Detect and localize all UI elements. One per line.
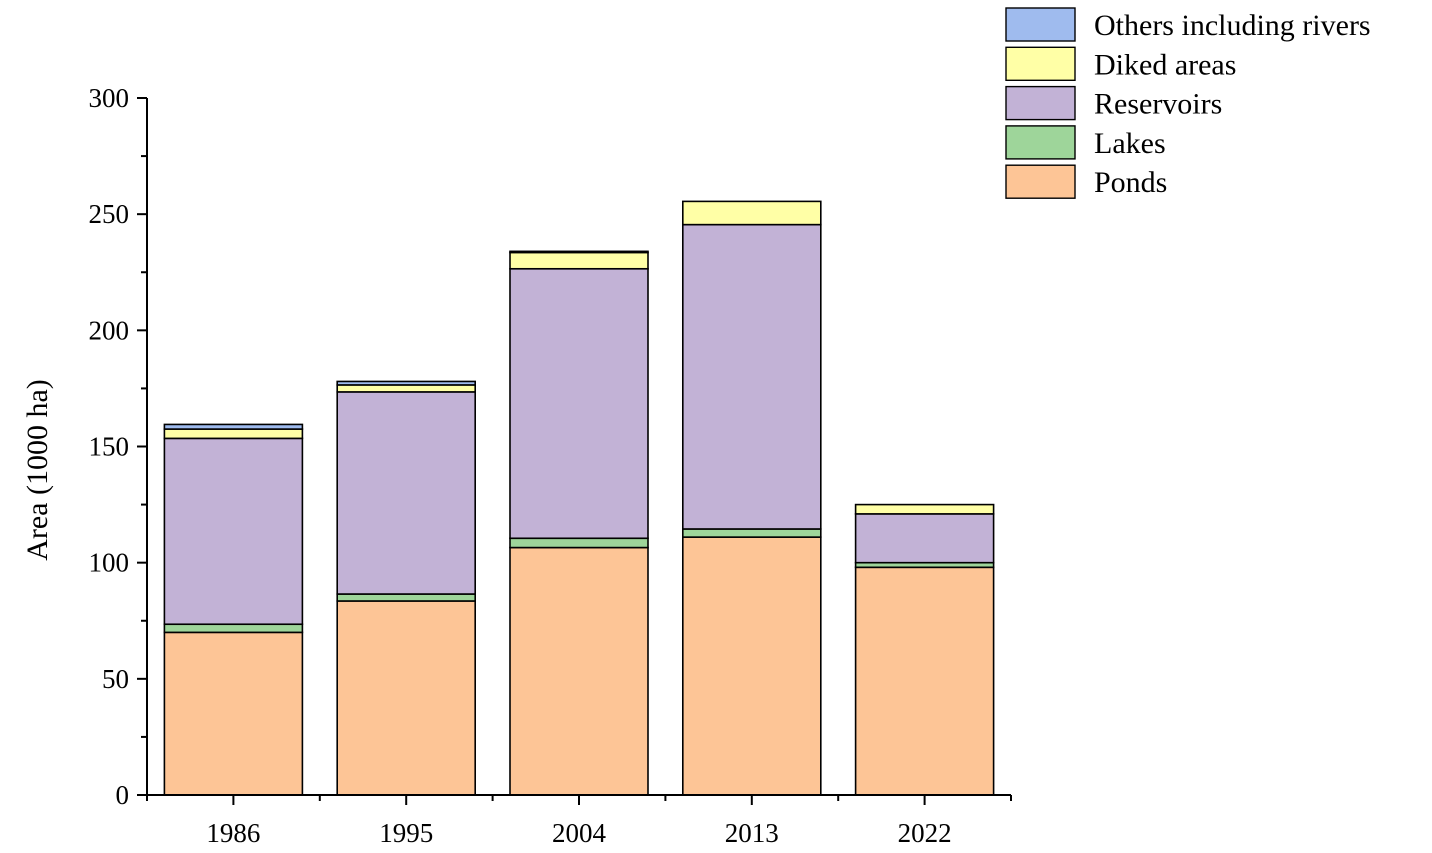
bar-2013-reservoirs <box>681 223 822 530</box>
x-tick-label-2022: 2022 <box>898 818 952 848</box>
x-tick-label-1995: 1995 <box>379 818 433 848</box>
y-tick-label: 50 <box>102 664 129 694</box>
bar-2013-lakes <box>681 528 822 538</box>
bar-2022-reservoirs <box>854 513 995 564</box>
legend-label-lakes: Lakes <box>1094 127 1166 160</box>
legend-swatch-lakes <box>1005 125 1076 160</box>
legend: Others including rivers Diked areas Reserv… <box>1005 7 1371 199</box>
y-tick-label: 200 <box>89 315 130 345</box>
bar-1995-others-including-rivers <box>336 380 477 386</box>
bar-2013-ponds <box>681 536 822 796</box>
legend-label-diked-areas: Diked areas <box>1094 48 1236 81</box>
y-tick-label: 100 <box>89 548 130 578</box>
bar-2004-reservoirs <box>509 267 649 540</box>
bar-1995-ponds <box>336 600 477 796</box>
bar-1995-reservoirs <box>336 391 477 595</box>
legend-label-ponds: Ponds <box>1094 166 1167 199</box>
legend-swatch-others-including-rivers <box>1005 7 1076 42</box>
y-tick-label: 0 <box>116 780 130 810</box>
legend-label-others-including-rivers: Others including rivers <box>1094 9 1371 42</box>
bar-2004-ponds <box>509 546 649 796</box>
y-tick-label: 250 <box>89 199 130 229</box>
bar-1986-reservoirs <box>163 437 304 626</box>
y-tick-label: 300 <box>89 83 130 113</box>
bar-2022-diked-areas <box>854 503 995 515</box>
legend-swatch-diked-areas <box>1005 46 1076 81</box>
bar-2004-lakes <box>509 537 649 549</box>
legend-label-reservoirs: Reservoirs <box>1094 88 1222 121</box>
x-tick-label-2013: 2013 <box>725 818 779 848</box>
bar-1995-diked-areas <box>336 384 477 393</box>
legend-swatch-reservoirs <box>1005 85 1076 121</box>
x-tick-label-1986: 1986 <box>206 818 260 848</box>
y-axis-title: Area (1000 ha) <box>21 379 54 561</box>
axes-layer: 0 50 100 150 200 250 300 1986 1995 2004 2013 2022 <box>89 83 1012 848</box>
bar-2004-others-including-rivers <box>509 250 649 254</box>
x-tick-label-2004: 2004 <box>552 818 607 848</box>
legend-swatch-ponds <box>1005 164 1076 199</box>
bar-2022-ponds <box>854 566 995 796</box>
bar-1986-others-including-rivers <box>163 423 304 430</box>
bar-1995-lakes <box>336 593 477 602</box>
bars-layer <box>163 200 995 796</box>
y-tick-label: 150 <box>89 432 130 462</box>
bar-1986-ponds <box>163 631 304 796</box>
bar-1986-lakes <box>163 623 304 634</box>
bar-2013-diked-areas <box>681 200 822 226</box>
bar-1986-diked-areas <box>163 428 304 440</box>
bar-2004-diked-areas <box>509 251 649 270</box>
